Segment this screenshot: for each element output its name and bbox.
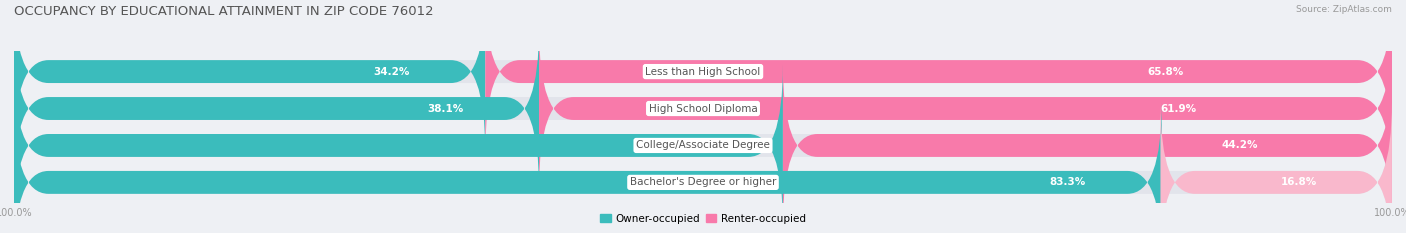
FancyBboxPatch shape (485, 0, 1392, 152)
FancyBboxPatch shape (783, 65, 1392, 226)
Text: 55.8%: 55.8% (671, 140, 707, 151)
FancyBboxPatch shape (14, 0, 485, 152)
Text: Less than High School: Less than High School (645, 67, 761, 77)
Text: 16.8%: 16.8% (1281, 177, 1317, 187)
FancyBboxPatch shape (1160, 102, 1392, 233)
Legend: Owner-occupied, Renter-occupied: Owner-occupied, Renter-occupied (596, 209, 810, 228)
Text: 65.8%: 65.8% (1147, 67, 1184, 77)
Text: 34.2%: 34.2% (373, 67, 409, 77)
FancyBboxPatch shape (14, 102, 1392, 233)
Text: 83.3%: 83.3% (1050, 177, 1085, 187)
Text: Bachelor's Degree or higher: Bachelor's Degree or higher (630, 177, 776, 187)
FancyBboxPatch shape (14, 102, 1161, 233)
FancyBboxPatch shape (14, 65, 783, 226)
Text: 44.2%: 44.2% (1222, 140, 1258, 151)
Text: High School Diploma: High School Diploma (648, 103, 758, 113)
Text: OCCUPANCY BY EDUCATIONAL ATTAINMENT IN ZIP CODE 76012: OCCUPANCY BY EDUCATIONAL ATTAINMENT IN Z… (14, 5, 433, 18)
FancyBboxPatch shape (14, 65, 1392, 226)
FancyBboxPatch shape (538, 28, 1392, 189)
FancyBboxPatch shape (14, 28, 538, 189)
Text: Source: ZipAtlas.com: Source: ZipAtlas.com (1296, 5, 1392, 14)
FancyBboxPatch shape (14, 28, 1392, 189)
Text: 61.9%: 61.9% (1160, 103, 1197, 113)
FancyBboxPatch shape (14, 0, 1392, 152)
Text: College/Associate Degree: College/Associate Degree (636, 140, 770, 151)
Text: 38.1%: 38.1% (427, 103, 463, 113)
